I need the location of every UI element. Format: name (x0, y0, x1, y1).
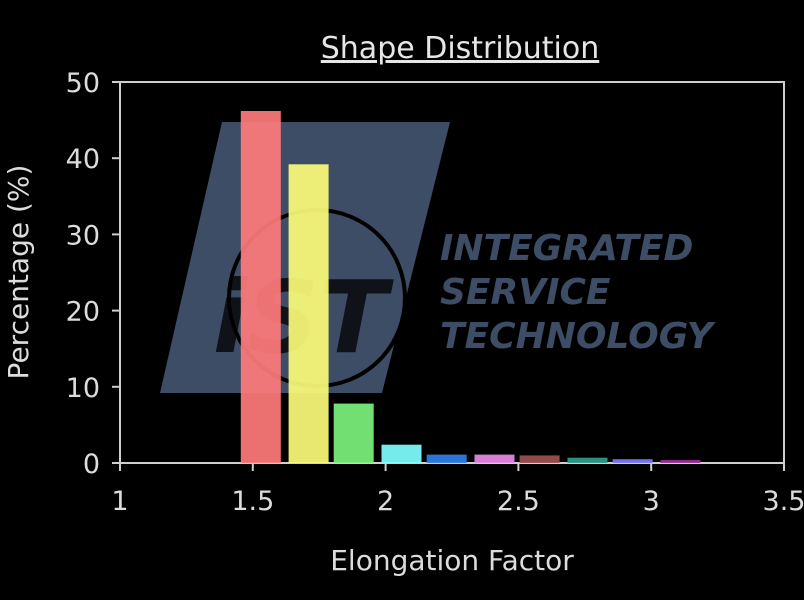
x-tick-label-4: 3 (643, 486, 660, 517)
y-tick-label-3: 30 (66, 220, 100, 251)
bar-7 (567, 457, 608, 463)
bar-5 (474, 454, 515, 463)
bars (240, 111, 701, 464)
watermark-line-1: INTEGRATED (440, 228, 693, 269)
bar-4 (426, 454, 467, 463)
chart-title: Shape Distribution (321, 31, 600, 66)
bar-9 (660, 460, 701, 463)
y-tick-label-4: 40 (66, 144, 100, 175)
x-tick-label-5: 3.5 (763, 486, 804, 517)
x-tick-label-3: 2.5 (497, 486, 540, 517)
bar-0 (240, 111, 281, 463)
bar-2 (333, 403, 374, 463)
x-tick-label-2: 2 (377, 486, 394, 517)
y-tick-label-2: 20 (66, 297, 100, 328)
x-axis-label: Elongation Factor (330, 544, 574, 577)
watermark-line-2: SERVICE (440, 272, 611, 313)
watermark-line-3: TECHNOLOGY (440, 316, 717, 357)
x-tick-label-0: 1 (111, 486, 128, 517)
ticks: 1 1.5 2 2.5 3 3.5 0 10 20 30 40 50 (66, 68, 804, 517)
bar-8 (612, 459, 653, 463)
bar-1 (288, 164, 329, 464)
bar-6 (519, 455, 560, 463)
y-tick-label-0: 0 (83, 449, 100, 480)
bar-3 (381, 444, 422, 463)
y-tick-label-5: 50 (66, 68, 100, 99)
y-tick-label-1: 10 (66, 373, 100, 404)
y-axis-label: Percentage (%) (2, 165, 35, 380)
x-tick-label-1: 1.5 (231, 486, 274, 517)
